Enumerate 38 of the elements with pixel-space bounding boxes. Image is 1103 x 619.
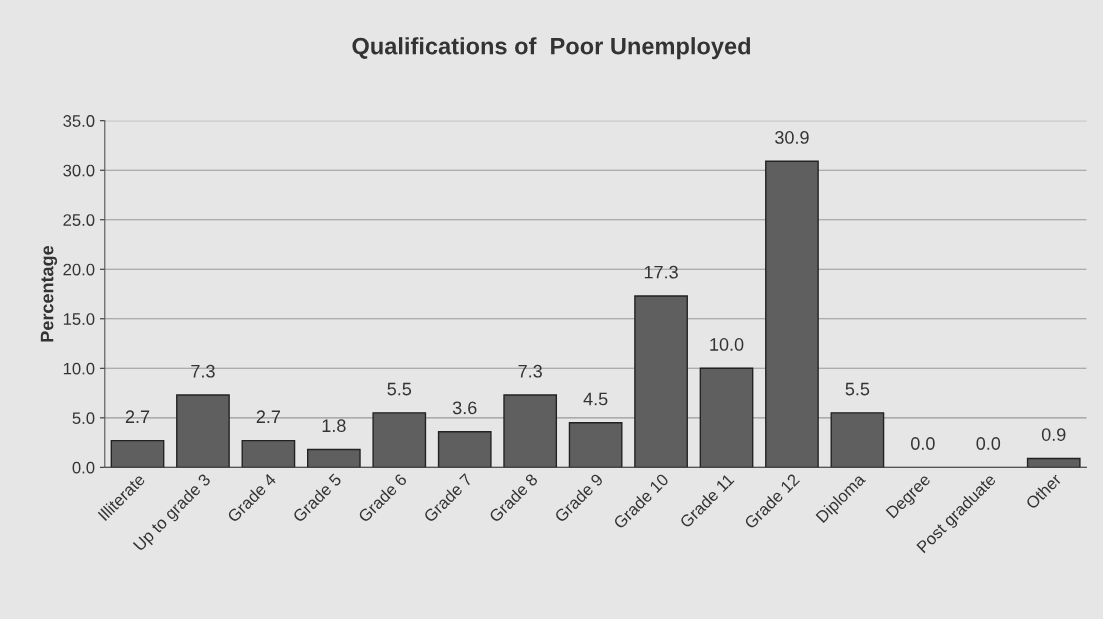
data-label: 0.0 — [976, 437, 1001, 450]
data-label: 3.6 — [452, 401, 477, 415]
data-label: 0.0 — [911, 437, 935, 450]
bar — [241, 439, 296, 468]
bar — [1026, 457, 1081, 468]
data-label: 10.0 — [710, 338, 744, 351]
data-label: 5.5 — [845, 382, 870, 396]
data-label: 30.9 — [775, 131, 809, 144]
data-label: 7.3 — [518, 364, 542, 378]
y-axis-title: Percentage — [40, 245, 58, 342]
bar — [634, 295, 688, 468]
bar — [176, 394, 230, 468]
y-tick-label: 20.0 — [63, 263, 95, 276]
bar — [830, 412, 885, 468]
data-label: 2.7 — [125, 410, 150, 423]
data-label: 17.3 — [644, 265, 678, 279]
bar — [110, 439, 165, 468]
y-tick-label: 25.0 — [63, 214, 95, 226]
bar — [372, 412, 427, 468]
bar — [437, 430, 492, 468]
data-label: 4.5 — [583, 392, 608, 406]
bar — [699, 367, 754, 468]
y-tick-label: 15.0 — [63, 313, 95, 325]
y-tick-label: 10.0 — [63, 362, 95, 375]
data-label: 2.7 — [256, 410, 281, 423]
data-label: 0.9 — [1041, 428, 1066, 441]
y-tick-label: 5.0 — [72, 412, 95, 425]
bar — [306, 448, 361, 468]
bar — [568, 422, 623, 468]
chart-title: Qualifications of Poor Unemployed — [352, 37, 751, 60]
data-label: 1.8 — [322, 419, 346, 433]
data-label: 5.5 — [387, 382, 412, 396]
y-tick-label: 0.0 — [72, 461, 95, 474]
data-label: 7.3 — [191, 364, 215, 378]
bar — [503, 394, 558, 468]
y-tick-label: 35.0 — [63, 115, 95, 127]
y-tick-label: 30.0 — [63, 164, 95, 177]
bar — [765, 160, 819, 468]
